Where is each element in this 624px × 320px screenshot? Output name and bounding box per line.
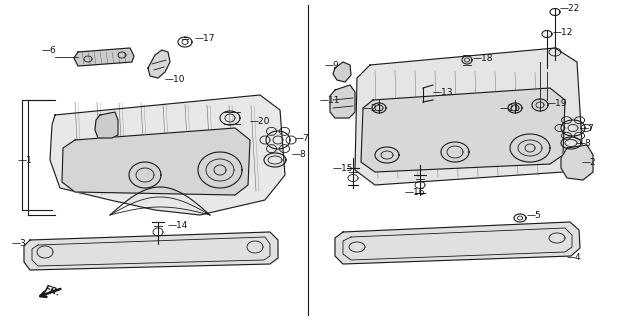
Text: —4: —4: [567, 253, 582, 262]
Text: —16: —16: [405, 188, 426, 196]
Text: —5: —5: [527, 211, 542, 220]
Polygon shape: [62, 128, 250, 195]
Polygon shape: [74, 48, 134, 66]
Text: —18: —18: [473, 53, 494, 62]
Text: —17: —17: [195, 34, 215, 43]
Text: —21: —21: [363, 103, 383, 113]
Text: —10: —10: [165, 75, 185, 84]
Polygon shape: [148, 50, 170, 78]
Polygon shape: [561, 145, 593, 180]
Text: —9: —9: [325, 60, 339, 69]
Text: —12: —12: [553, 28, 573, 36]
Polygon shape: [333, 62, 351, 82]
Text: —7: —7: [295, 133, 310, 142]
Text: —11: —11: [320, 95, 341, 105]
Polygon shape: [335, 222, 580, 264]
Text: —21: —21: [500, 103, 520, 113]
Text: —14: —14: [168, 220, 188, 229]
Text: —1: —1: [18, 156, 32, 164]
Text: —13: —13: [433, 87, 454, 97]
Text: —2: —2: [582, 157, 597, 166]
Text: —6: —6: [42, 45, 57, 54]
Text: FR.: FR.: [43, 284, 62, 298]
Text: —8: —8: [292, 149, 307, 158]
Text: —19: —19: [547, 99, 567, 108]
Polygon shape: [355, 48, 583, 185]
Polygon shape: [95, 112, 118, 138]
Polygon shape: [50, 95, 285, 215]
Text: —15: —15: [333, 164, 354, 172]
Text: —3: —3: [12, 238, 27, 247]
Text: —7: —7: [580, 124, 595, 132]
Text: —20: —20: [250, 116, 270, 125]
Polygon shape: [24, 232, 278, 270]
Polygon shape: [361, 88, 565, 172]
Text: —22: —22: [560, 4, 580, 12]
Polygon shape: [330, 85, 355, 118]
Text: —8: —8: [577, 139, 592, 148]
